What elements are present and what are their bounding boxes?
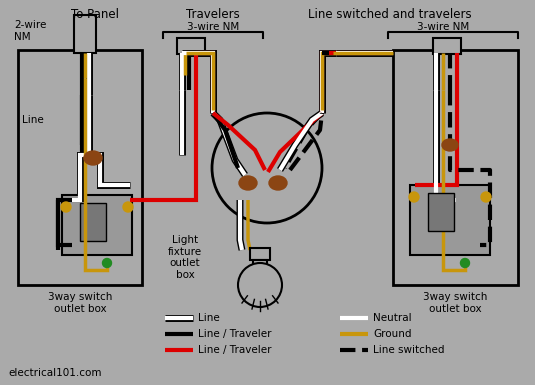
Text: electrical101.com: electrical101.com [8, 368, 102, 378]
Circle shape [61, 202, 71, 212]
Ellipse shape [442, 139, 458, 151]
Bar [433, 38, 461, 54]
Circle shape [409, 192, 419, 202]
Circle shape [481, 192, 491, 202]
Bar [62, 195, 132, 255]
Bar [250, 248, 270, 260]
Text: Line: Line [198, 313, 220, 323]
Ellipse shape [269, 176, 287, 190]
Text: Light
fixture
outlet
box: Light fixture outlet box [168, 235, 202, 280]
Circle shape [461, 258, 470, 268]
Text: Line / Traveler: Line / Traveler [198, 345, 271, 355]
Text: Line / Traveler: Line / Traveler [198, 329, 271, 339]
Text: Ground: Ground [373, 329, 411, 339]
Text: 3way switch
outlet box: 3way switch outlet box [48, 292, 112, 314]
Text: Line: Line [22, 115, 44, 125]
Bar [410, 185, 490, 255]
Ellipse shape [239, 176, 257, 190]
Circle shape [212, 113, 322, 223]
Text: 3way switch
outlet box: 3way switch outlet box [423, 292, 487, 314]
Bar [428, 193, 454, 231]
Text: 3-wire NM: 3-wire NM [187, 22, 239, 32]
Circle shape [123, 202, 133, 212]
Bar [393, 50, 518, 285]
Text: To Panel: To Panel [71, 8, 119, 21]
Circle shape [103, 258, 111, 268]
Bar [74, 15, 96, 53]
Text: Line switched and travelers: Line switched and travelers [308, 8, 472, 21]
Bar [18, 50, 142, 285]
Bar [80, 203, 106, 241]
Circle shape [238, 263, 282, 307]
Text: 3-wire NM: 3-wire NM [417, 22, 469, 32]
Text: 2-wire
NM: 2-wire NM [14, 20, 47, 42]
Text: Travelers: Travelers [186, 8, 240, 21]
Text: Neutral: Neutral [373, 313, 411, 323]
Ellipse shape [84, 151, 102, 165]
Text: Line switched: Line switched [373, 345, 445, 355]
Bar [177, 38, 205, 54]
Bar [253, 260, 267, 268]
